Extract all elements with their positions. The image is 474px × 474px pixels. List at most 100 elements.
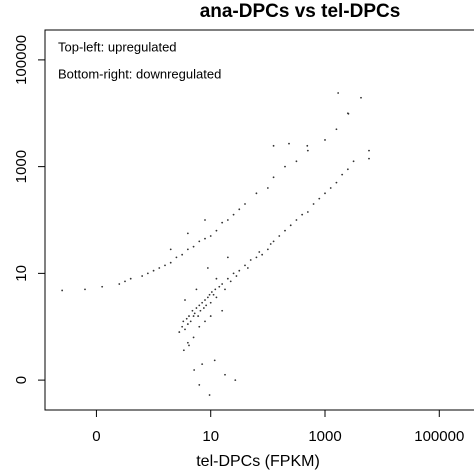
point — [84, 288, 86, 291]
point — [192, 315, 195, 317]
point — [214, 288, 217, 291]
point — [184, 328, 186, 331]
x-axis-label: tel-DPCs (FPKM) — [196, 453, 320, 470]
point — [289, 224, 292, 227]
point — [244, 203, 246, 205]
point — [272, 176, 275, 179]
point — [258, 251, 261, 253]
point — [192, 336, 195, 339]
point — [199, 309, 202, 312]
point — [204, 237, 206, 240]
point — [164, 264, 166, 267]
point — [209, 315, 212, 317]
point — [269, 243, 272, 245]
point — [249, 259, 252, 261]
point — [272, 240, 275, 243]
point — [244, 264, 246, 267]
point — [206, 267, 209, 269]
point — [198, 384, 201, 386]
x-tick-label: 0 — [92, 428, 100, 445]
point — [198, 325, 201, 328]
point — [184, 299, 186, 301]
point — [346, 168, 349, 171]
point — [306, 149, 309, 152]
point — [175, 256, 178, 259]
point — [278, 235, 281, 237]
point — [226, 219, 229, 221]
y-tick-label: 0 — [13, 376, 30, 384]
point — [218, 285, 221, 288]
y-tick-label: 10 — [13, 265, 30, 282]
point — [224, 373, 226, 376]
point — [266, 248, 269, 251]
point — [324, 192, 326, 195]
point — [118, 283, 121, 285]
point — [178, 331, 181, 333]
point — [224, 288, 226, 291]
point — [186, 341, 189, 344]
point — [182, 349, 185, 352]
point — [261, 253, 264, 256]
point — [368, 149, 370, 152]
point — [306, 211, 309, 213]
point — [221, 309, 224, 312]
point — [186, 248, 189, 251]
point — [201, 363, 204, 366]
point — [215, 277, 218, 280]
point — [208, 293, 211, 296]
point — [204, 320, 206, 323]
y-tick-label: 100000 — [13, 35, 30, 85]
point — [208, 394, 211, 396]
point — [337, 92, 340, 94]
point — [213, 359, 216, 362]
point — [206, 296, 209, 299]
plot-frame — [44, 29, 474, 411]
point — [226, 277, 229, 280]
point — [193, 312, 196, 315]
chart-title: ana-DPCs vs tel-DPCs — [200, 1, 401, 22]
point — [255, 192, 258, 195]
point — [204, 299, 206, 301]
point — [181, 325, 184, 328]
point — [212, 293, 215, 296]
point — [186, 232, 189, 235]
point — [255, 256, 258, 259]
x-tick-label: 1000 — [308, 428, 341, 445]
point — [129, 277, 132, 280]
point — [191, 309, 194, 312]
point — [238, 208, 241, 211]
point — [186, 323, 189, 325]
point — [284, 165, 286, 168]
point — [204, 219, 206, 221]
point — [209, 301, 212, 304]
point — [195, 288, 198, 291]
point — [185, 317, 188, 320]
point — [226, 256, 229, 259]
annotation: Top-left: upregulated — [58, 39, 177, 54]
point — [352, 160, 355, 163]
point — [295, 160, 298, 163]
point — [193, 369, 196, 371]
point — [158, 267, 161, 269]
point — [169, 248, 172, 251]
point — [295, 219, 298, 221]
point — [232, 213, 235, 216]
point — [198, 304, 201, 307]
point — [335, 181, 338, 184]
point — [124, 280, 126, 283]
x-tick-label: 10 — [202, 428, 219, 445]
point — [235, 275, 238, 277]
point — [205, 304, 208, 307]
point — [141, 275, 144, 277]
point — [197, 315, 200, 317]
point — [192, 245, 195, 248]
point — [335, 128, 338, 131]
point — [201, 301, 204, 304]
point — [101, 285, 104, 288]
point — [215, 296, 218, 299]
point — [306, 144, 309, 147]
point — [181, 253, 184, 256]
point — [209, 235, 212, 237]
point — [221, 283, 224, 285]
